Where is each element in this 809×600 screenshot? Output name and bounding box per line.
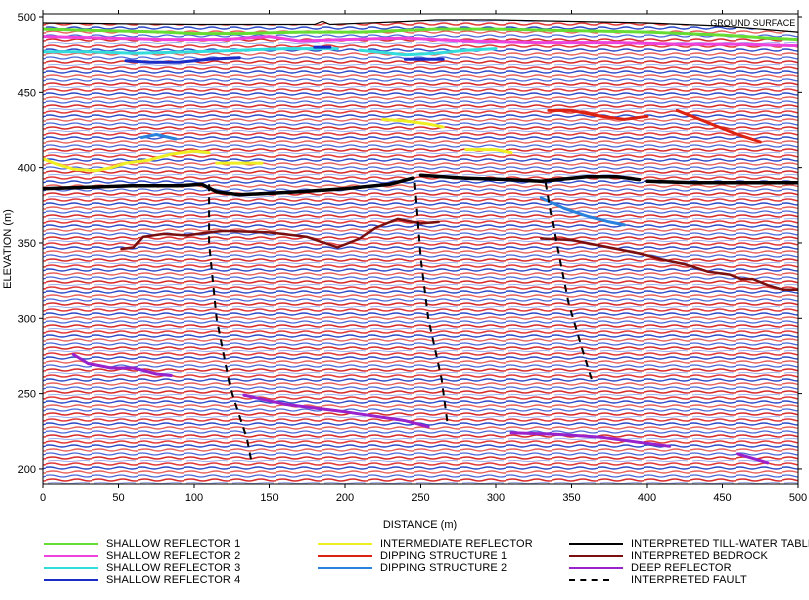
series-segment xyxy=(464,148,513,155)
plot-area: GROUND SURFACE xyxy=(42,13,799,485)
series-segment xyxy=(418,173,642,183)
x-tick-label: 50 xyxy=(112,492,124,504)
y-axis-title: ELEVATION (m) xyxy=(2,209,14,289)
series-segment xyxy=(509,431,672,448)
y-tick-label: 500 xyxy=(18,12,36,24)
series-segment xyxy=(120,217,440,251)
series-shallow-reflector-1 xyxy=(43,27,798,42)
y-tick-label: 250 xyxy=(18,389,36,401)
series-segment xyxy=(413,182,449,424)
series-segment xyxy=(675,108,762,144)
x-tick-label: 250 xyxy=(411,492,429,504)
series-shallow-reflector-4 xyxy=(124,45,445,64)
x-tick-label: 200 xyxy=(336,492,354,504)
series-dipping-structure-2 xyxy=(139,133,626,227)
series-segment xyxy=(43,47,339,55)
x-tick-label: 350 xyxy=(562,492,580,504)
series-interpreted-bedrock xyxy=(120,217,798,291)
series-segment xyxy=(547,108,649,121)
series-segment xyxy=(43,35,798,48)
x-tick-label: 100 xyxy=(185,492,203,504)
series-segment xyxy=(358,47,498,57)
y-tick-label: 300 xyxy=(18,313,36,325)
series-segment xyxy=(242,393,430,429)
above-ground-mask xyxy=(43,14,798,33)
series-segment xyxy=(43,27,798,42)
y-tick-label: 450 xyxy=(18,87,36,99)
x-tick-label: 300 xyxy=(487,492,505,504)
series-segment xyxy=(43,176,415,197)
series-segment xyxy=(124,56,241,64)
y-tick-label: 350 xyxy=(18,238,36,250)
x-tick-label: 500 xyxy=(789,492,807,504)
series-segment xyxy=(544,182,594,382)
series-segment xyxy=(71,352,173,377)
x-tick-label: 400 xyxy=(638,492,656,504)
series-segment xyxy=(736,452,770,465)
x-tick-label: 150 xyxy=(260,492,278,504)
series-intermediate-reflector xyxy=(43,117,513,173)
series-shallow-reflector-2 xyxy=(43,35,798,48)
series-interpreted-till-water-table xyxy=(43,173,798,197)
series-segment xyxy=(540,237,798,291)
x-tick-label: 0 xyxy=(40,492,46,504)
series-segment xyxy=(43,149,211,173)
x-axis: 0 50 100 150 200 250 300 350 400 450 500 xyxy=(40,10,807,504)
ground-surface-line xyxy=(43,19,798,33)
series-segment xyxy=(208,184,253,462)
series-segment xyxy=(381,117,445,129)
y-axis: 200 250 300 350 400 450 500 xyxy=(18,12,802,476)
series-shallow-reflector-3 xyxy=(43,47,498,57)
y-tick-label: 200 xyxy=(18,464,36,476)
series-layer xyxy=(43,27,798,465)
x-axis-title: DISTANCE (m) xyxy=(383,519,457,531)
y-tick-label: 400 xyxy=(18,163,36,175)
series-deep-reflector xyxy=(71,352,770,465)
ground-surface-annotation: GROUND SURFACE xyxy=(710,18,795,28)
series-segment xyxy=(539,196,626,227)
x-tick-label: 450 xyxy=(713,492,731,504)
series-segment xyxy=(139,133,178,141)
series-segment xyxy=(645,179,798,185)
series-interpreted-fault xyxy=(208,182,594,462)
series-dipping-structure-1 xyxy=(547,108,762,144)
